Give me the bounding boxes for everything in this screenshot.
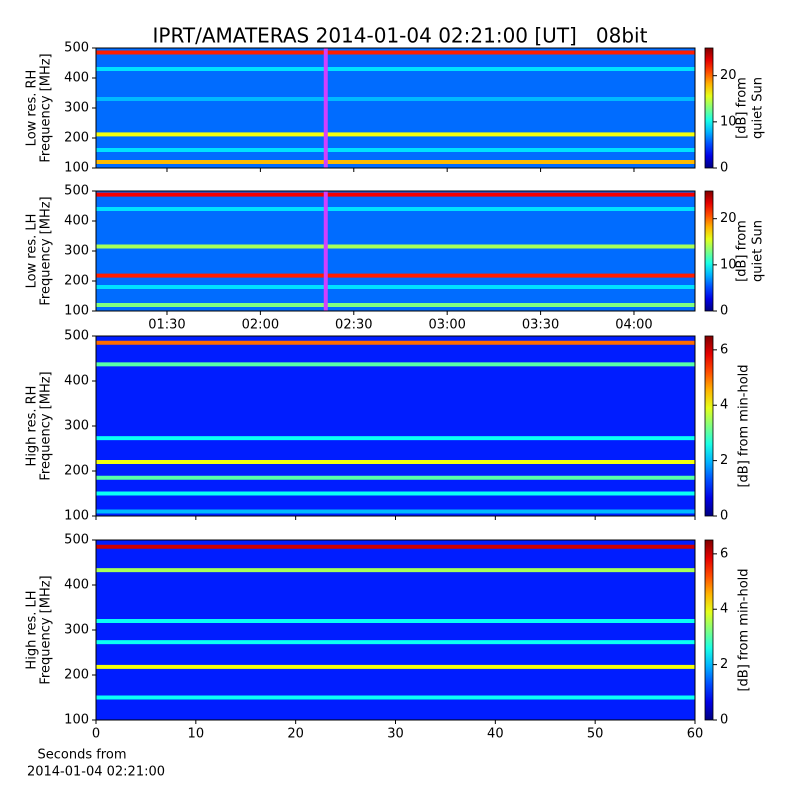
y-axis-label: High res. RH [25, 386, 40, 467]
x-tick-label: 03:30 [522, 318, 559, 333]
colorbar-label: quiet Sun [751, 77, 766, 139]
y-axis-label: Low res. LH [25, 214, 40, 289]
colorbar-tick-label: 2 [720, 453, 728, 468]
y-tick-label: 400 [64, 374, 89, 389]
emission-band [96, 544, 695, 549]
emission-band [96, 148, 695, 152]
colorbar-tick-label: 0 [720, 304, 728, 319]
colorbar-tick-label: 10 [720, 257, 737, 272]
y-tick-label: 100 [64, 161, 89, 176]
y-tick-label: 500 [64, 533, 89, 548]
y-axis-label: Low res. RH [25, 70, 40, 147]
y-tick-label: 300 [64, 244, 89, 259]
y-axis-label: High res. LH [25, 590, 40, 669]
y-axis-label: Frequency [MHz] [39, 53, 54, 162]
y-tick-label: 100 [64, 304, 89, 319]
emission-band [96, 273, 695, 278]
emission-band [96, 460, 695, 464]
colorbar-tick-label: 20 [720, 211, 737, 226]
colorbar-tick-label: 4 [720, 602, 728, 617]
x-tick-label: 02:00 [242, 318, 279, 333]
colorbar [704, 47, 714, 169]
emission-band [96, 568, 695, 573]
colorbar-tick-label: 20 [720, 68, 737, 83]
emission-band [96, 619, 695, 623]
colorbar-tick-label: 6 [720, 342, 728, 357]
x-tick-label: 04:00 [615, 318, 652, 333]
emission-band [96, 695, 695, 700]
x-tick-label: 02:30 [335, 318, 372, 333]
y-tick-label: 100 [64, 509, 89, 524]
emission-band [96, 132, 695, 137]
emission-band [96, 160, 695, 164]
colorbar [704, 190, 714, 312]
time-marker [323, 48, 328, 168]
y-tick-label: 500 [64, 184, 89, 199]
y-tick-label: 200 [64, 464, 89, 479]
x-tick-label: 01:30 [148, 318, 185, 333]
y-tick-label: 200 [64, 668, 89, 683]
colorbar-tick-label: 0 [720, 713, 728, 728]
y-tick-label: 300 [64, 101, 89, 116]
emission-band [96, 664, 695, 669]
y-axis-label: Frequency [MHz] [39, 196, 54, 305]
emission-band [96, 207, 695, 211]
emission-band [96, 244, 695, 249]
y-tick-label: 100 [64, 713, 89, 728]
y-tick-label: 200 [64, 274, 89, 289]
colorbar-tick-label: 4 [720, 398, 728, 413]
emission-band [96, 640, 695, 645]
colorbar-tick-label: 6 [720, 546, 728, 561]
time-marker [323, 191, 328, 311]
emission-band [96, 285, 695, 289]
colorbar-tick-label: 2 [720, 657, 728, 672]
colorbar [704, 335, 714, 517]
y-tick-label: 500 [64, 41, 89, 56]
colorbar-tick-label: 0 [720, 161, 728, 176]
emission-band [96, 340, 695, 345]
x-tick-label: 60 [687, 727, 704, 742]
figure-title: IPRT/AMATERAS 2014-01-04 02:21:00 [UT] 0… [153, 24, 648, 48]
x-axis-label: 2014-01-04 02:21:00 [27, 765, 165, 780]
colorbar-tick-label: 0 [720, 509, 728, 524]
spectrogram-background [96, 540, 695, 720]
colorbar-label: [dB] from [735, 77, 750, 139]
y-tick-label: 400 [64, 578, 89, 593]
y-tick-label: 300 [64, 623, 89, 638]
emission-band [96, 362, 695, 367]
x-tick-label: 50 [587, 727, 604, 742]
emission-band [96, 192, 695, 197]
y-tick-label: 400 [64, 214, 89, 229]
emission-band [96, 436, 695, 441]
y-axis-label: Frequency [MHz] [39, 371, 54, 480]
emission-band [96, 303, 695, 307]
x-axis-label: Seconds from [37, 748, 126, 763]
x-tick-label: 03:00 [428, 318, 465, 333]
x-tick-label: 20 [287, 727, 304, 742]
emission-band [96, 509, 695, 514]
emission-band [96, 97, 695, 101]
y-axis-label: Frequency [MHz] [39, 575, 54, 684]
y-tick-label: 400 [64, 71, 89, 86]
x-tick-label: 40 [487, 727, 504, 742]
colorbar-label: quiet Sun [751, 220, 766, 282]
x-tick-label: 10 [188, 727, 205, 742]
x-tick-label: 30 [387, 727, 404, 742]
y-tick-label: 300 [64, 419, 89, 434]
y-tick-label: 200 [64, 131, 89, 146]
x-tick-label: 0 [92, 727, 100, 742]
emission-band [96, 475, 695, 480]
emission-band [96, 67, 695, 71]
emission-band [96, 50, 695, 55]
colorbar-label: [dB] from [735, 220, 750, 282]
emission-band [96, 491, 695, 496]
colorbar-tick-label: 10 [720, 114, 737, 129]
y-tick-label: 500 [64, 329, 89, 344]
colorbar-label: [dB] from min-hold [737, 364, 752, 487]
colorbar [704, 539, 714, 721]
colorbar-label: [dB] from min-hold [737, 568, 752, 691]
